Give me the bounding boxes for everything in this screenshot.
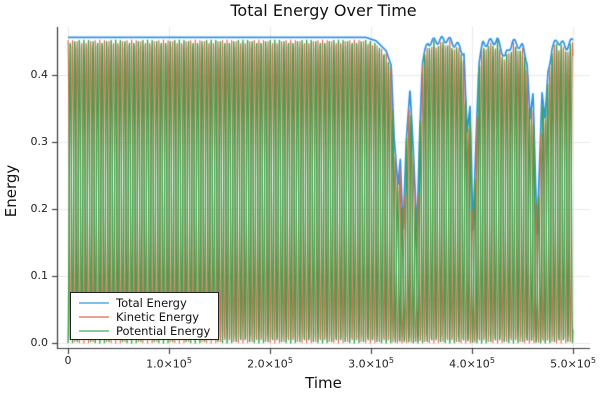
legend-item-kinetic: Kinetic Energy (79, 310, 218, 324)
y-tick-label: 0.4 (30, 68, 49, 81)
potential-legend-line-icon (79, 330, 109, 332)
x-axis-label: Time (305, 374, 342, 392)
legend-label: Potential Energy (116, 324, 211, 338)
y-tick-label: 0.3 (30, 135, 49, 148)
total-legend-line-icon (79, 302, 109, 304)
legend-item-potential: Potential Energy (79, 324, 218, 338)
x-tick-label: 2.0×105 (247, 356, 293, 371)
x-tick-label: 3.0×105 (348, 356, 394, 371)
x-tick-label: 0 (64, 354, 72, 367)
legend-item-total: Total Energy (79, 296, 218, 310)
y-tick-label: 0.2 (30, 202, 49, 215)
x-tick-label: 1.0×105 (146, 356, 192, 371)
y-tick-label: 0.0 (30, 336, 49, 349)
x-tick-label: 5.0×105 (550, 356, 596, 371)
legend-label: Total Energy (116, 296, 187, 310)
y-tick-label: 0.1 (30, 269, 49, 282)
kinetic-legend-line-icon (79, 316, 109, 318)
x-tick-label: 4.0×105 (449, 356, 495, 371)
legend: Total Energy Kinetic Energy Potential Ener… (70, 292, 219, 340)
legend-rows: Total Energy Kinetic Energy Potential Ener… (79, 296, 218, 338)
legend-label: Kinetic Energy (116, 310, 200, 324)
chart-title: Total Energy Over Time (230, 1, 417, 20)
